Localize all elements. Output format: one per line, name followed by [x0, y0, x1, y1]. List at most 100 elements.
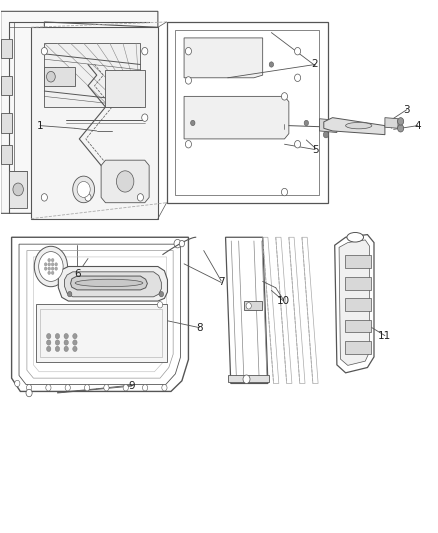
Ellipse shape [73, 340, 77, 345]
Ellipse shape [185, 141, 191, 148]
Ellipse shape [41, 193, 47, 201]
Text: 7: 7 [218, 278, 225, 287]
Ellipse shape [123, 384, 128, 391]
Ellipse shape [51, 259, 54, 262]
Ellipse shape [246, 303, 251, 309]
Polygon shape [166, 22, 328, 203]
Ellipse shape [73, 176, 95, 203]
Polygon shape [10, 171, 27, 208]
Polygon shape [58, 266, 167, 301]
Polygon shape [339, 240, 370, 366]
Polygon shape [64, 272, 161, 297]
Text: 3: 3 [403, 104, 410, 115]
Ellipse shape [65, 384, 71, 391]
Ellipse shape [39, 252, 63, 281]
Polygon shape [226, 237, 268, 383]
Ellipse shape [294, 141, 300, 148]
Ellipse shape [85, 384, 90, 391]
Polygon shape [31, 27, 158, 219]
Ellipse shape [48, 271, 50, 274]
Polygon shape [106, 70, 145, 107]
Ellipse shape [398, 125, 404, 132]
Ellipse shape [294, 74, 300, 82]
Ellipse shape [346, 123, 372, 129]
Polygon shape [12, 237, 188, 391]
Text: 2: 2 [312, 60, 318, 69]
Text: 9: 9 [128, 381, 135, 391]
Ellipse shape [26, 384, 32, 391]
Ellipse shape [46, 340, 51, 345]
Ellipse shape [64, 334, 68, 339]
Polygon shape [345, 277, 371, 290]
Polygon shape [1, 76, 12, 95]
Polygon shape [44, 67, 75, 86]
Ellipse shape [77, 181, 90, 197]
Polygon shape [324, 118, 385, 135]
Polygon shape [319, 119, 337, 133]
Polygon shape [345, 255, 371, 268]
Text: 6: 6 [74, 270, 81, 279]
Ellipse shape [44, 263, 47, 266]
Ellipse shape [157, 302, 162, 308]
Text: 4: 4 [414, 120, 421, 131]
Ellipse shape [55, 334, 60, 339]
Ellipse shape [323, 132, 328, 138]
Ellipse shape [55, 267, 57, 270]
Polygon shape [345, 341, 371, 354]
Ellipse shape [304, 120, 308, 126]
Text: 1: 1 [37, 120, 43, 131]
Ellipse shape [179, 240, 184, 247]
Ellipse shape [51, 271, 54, 274]
Ellipse shape [185, 47, 191, 55]
Ellipse shape [117, 171, 134, 192]
Ellipse shape [55, 346, 60, 352]
Ellipse shape [398, 118, 404, 125]
Ellipse shape [46, 384, 51, 391]
Ellipse shape [51, 267, 54, 270]
Ellipse shape [185, 77, 191, 84]
Polygon shape [1, 39, 12, 58]
Ellipse shape [174, 239, 181, 248]
Ellipse shape [14, 380, 20, 386]
Polygon shape [335, 235, 374, 373]
Ellipse shape [44, 267, 47, 270]
Ellipse shape [138, 193, 144, 201]
Ellipse shape [159, 292, 163, 297]
Ellipse shape [48, 263, 50, 266]
Ellipse shape [282, 93, 288, 100]
Ellipse shape [294, 47, 300, 55]
Ellipse shape [347, 232, 364, 242]
Ellipse shape [243, 375, 250, 383]
Text: 5: 5 [312, 144, 318, 155]
Polygon shape [345, 298, 371, 311]
Ellipse shape [282, 188, 288, 196]
Ellipse shape [73, 334, 77, 339]
Polygon shape [1, 146, 12, 165]
Ellipse shape [46, 346, 51, 352]
Ellipse shape [48, 267, 50, 270]
Ellipse shape [34, 246, 67, 287]
Ellipse shape [46, 71, 55, 82]
Ellipse shape [41, 47, 47, 55]
Polygon shape [1, 114, 12, 133]
Ellipse shape [162, 384, 167, 391]
Ellipse shape [142, 384, 148, 391]
Text: 11: 11 [378, 330, 392, 341]
Polygon shape [244, 301, 262, 310]
Ellipse shape [64, 340, 68, 345]
Ellipse shape [46, 334, 51, 339]
Text: 8: 8 [196, 322, 203, 333]
Ellipse shape [51, 263, 54, 266]
Polygon shape [1, 11, 158, 213]
Polygon shape [184, 38, 263, 78]
Ellipse shape [85, 193, 91, 201]
Ellipse shape [48, 259, 50, 262]
Polygon shape [385, 118, 398, 128]
Ellipse shape [104, 384, 109, 391]
Ellipse shape [142, 114, 148, 122]
Ellipse shape [269, 62, 274, 67]
Polygon shape [36, 304, 166, 362]
Polygon shape [345, 320, 371, 333]
Ellipse shape [55, 263, 57, 266]
Ellipse shape [191, 120, 195, 126]
